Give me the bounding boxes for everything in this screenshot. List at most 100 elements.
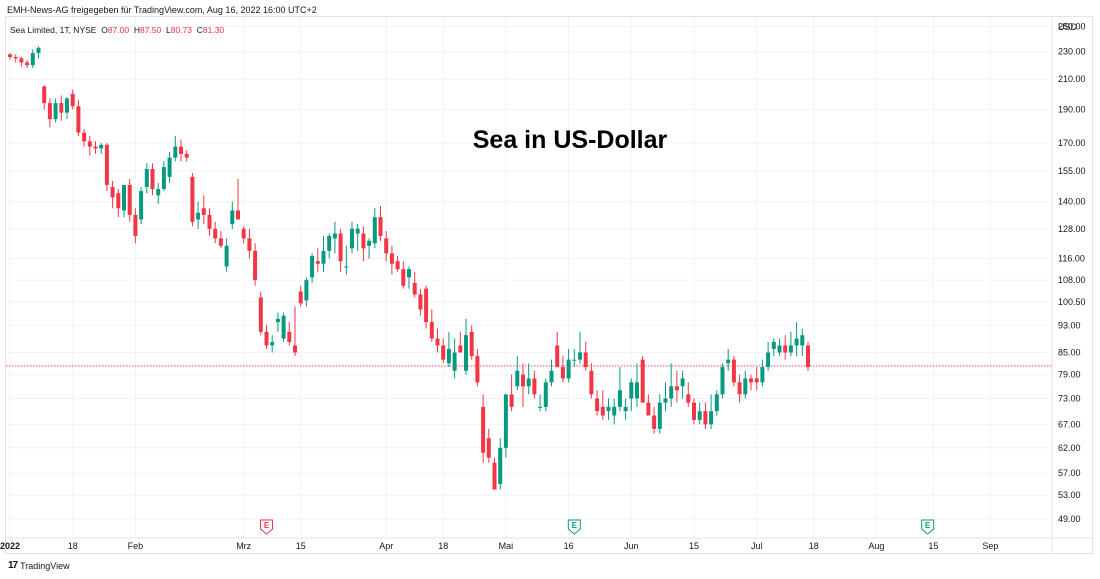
candle-body[interactable] — [703, 411, 708, 425]
candle-body[interactable] — [133, 214, 138, 236]
candle-body[interactable] — [760, 367, 765, 383]
candle-body[interactable] — [766, 352, 771, 368]
candle-body[interactable] — [367, 240, 372, 246]
candle-body[interactable] — [179, 146, 183, 154]
candle-body[interactable] — [589, 370, 594, 395]
candle-body[interactable] — [538, 406, 543, 408]
candle-body[interactable] — [298, 291, 303, 304]
candle-body[interactable] — [258, 297, 263, 332]
candle-body[interactable] — [697, 411, 702, 420]
candle-body[interactable] — [190, 176, 195, 222]
candle-body[interactable] — [657, 402, 662, 429]
candle-body[interactable] — [264, 331, 269, 346]
candle-body[interactable] — [720, 367, 725, 395]
candle-body[interactable] — [213, 228, 218, 239]
candle-body[interactable] — [76, 106, 81, 133]
candle-body[interactable] — [754, 378, 759, 383]
candle-body[interactable] — [412, 282, 417, 295]
candle-body[interactable] — [446, 348, 451, 364]
candle-body[interactable] — [458, 345, 463, 353]
candle-body[interactable] — [652, 415, 657, 429]
candle-body[interactable] — [401, 269, 406, 286]
candle-body[interactable] — [623, 406, 628, 412]
candle-body[interactable] — [709, 411, 714, 425]
candle-body[interactable] — [275, 318, 280, 323]
candle-body[interactable] — [526, 378, 531, 387]
candle-body[interactable] — [771, 341, 776, 349]
candle-body[interactable] — [800, 335, 805, 346]
earnings-marker-icon[interactable] — [260, 519, 273, 535]
candle-body[interactable] — [646, 402, 651, 416]
candle-body[interactable] — [287, 331, 292, 342]
candle-body[interactable] — [481, 406, 486, 453]
candle-body[interactable] — [150, 169, 155, 190]
candle-body[interactable] — [583, 352, 588, 368]
candle-body[interactable] — [663, 398, 668, 403]
candle-body[interactable] — [224, 245, 229, 267]
candle-body[interactable] — [543, 382, 548, 407]
candle-body[interactable] — [327, 235, 332, 251]
candle-body[interactable] — [218, 238, 223, 246]
candle-body[interactable] — [418, 294, 423, 310]
candle-body[interactable] — [475, 356, 480, 383]
candle-body[interactable] — [25, 62, 30, 66]
candle-body[interactable] — [82, 132, 87, 142]
candle-body[interactable] — [338, 233, 343, 262]
candle-body[interactable] — [122, 184, 126, 211]
candle-body[interactable] — [156, 189, 161, 196]
candle-body[interactable] — [737, 382, 742, 395]
candle-body[interactable] — [161, 167, 166, 190]
candle-body[interactable] — [549, 370, 554, 383]
candle-body[interactable] — [207, 214, 212, 229]
candle-body[interactable] — [794, 338, 799, 346]
candle-body[interactable] — [65, 98, 69, 113]
candle-body[interactable] — [429, 322, 434, 339]
candle-body[interactable] — [350, 228, 354, 249]
candle-body[interactable] — [629, 382, 634, 399]
candle-body[interactable] — [8, 54, 12, 58]
candle-body[interactable] — [47, 103, 52, 120]
candle-body[interactable] — [304, 280, 309, 301]
candle-body[interactable] — [788, 345, 793, 353]
candle-body[interactable] — [464, 335, 468, 371]
candle-body[interactable] — [116, 193, 121, 209]
candle-body[interactable] — [59, 103, 64, 113]
candle-body[interactable] — [361, 233, 366, 249]
candle-body[interactable] — [378, 217, 383, 236]
candle-body[interactable] — [42, 86, 47, 104]
candle-body[interactable] — [578, 352, 582, 360]
candle-body[interactable] — [503, 394, 508, 448]
candle-body[interactable] — [104, 144, 109, 185]
candle-body[interactable] — [344, 266, 349, 268]
candle-body[interactable] — [355, 228, 360, 234]
candle-body[interactable] — [184, 153, 189, 158]
candle-body[interactable] — [595, 398, 600, 412]
candle-body[interactable] — [566, 359, 571, 379]
candle-body[interactable] — [110, 186, 115, 198]
candle-body[interactable] — [600, 406, 605, 416]
candle-body[interactable] — [743, 378, 748, 395]
candle-body[interactable] — [521, 374, 525, 387]
candle-body[interactable] — [13, 57, 18, 59]
candle-body[interactable] — [241, 228, 246, 239]
candle-body[interactable] — [196, 212, 201, 220]
candle-body[interactable] — [173, 146, 178, 158]
candle-body[interactable] — [321, 250, 326, 264]
candle-body[interactable] — [714, 394, 719, 412]
candle-body[interactable] — [686, 394, 691, 403]
candle-body[interactable] — [230, 210, 235, 225]
candle-body[interactable] — [606, 406, 611, 412]
tradingview-footer[interactable]: 17 TradingView — [8, 560, 70, 571]
candle-body[interactable] — [617, 390, 622, 407]
candle-body[interactable] — [127, 184, 132, 215]
candle-body[interactable] — [144, 169, 149, 187]
candle-body[interactable] — [270, 341, 275, 346]
candle-body[interactable] — [572, 359, 577, 361]
candle-body[interactable] — [139, 191, 144, 220]
candle-body[interactable] — [492, 462, 497, 490]
candle-body[interactable] — [726, 359, 731, 364]
candle-body[interactable] — [731, 359, 736, 383]
candle-body[interactable] — [372, 217, 377, 244]
candle-body[interactable] — [167, 157, 172, 177]
